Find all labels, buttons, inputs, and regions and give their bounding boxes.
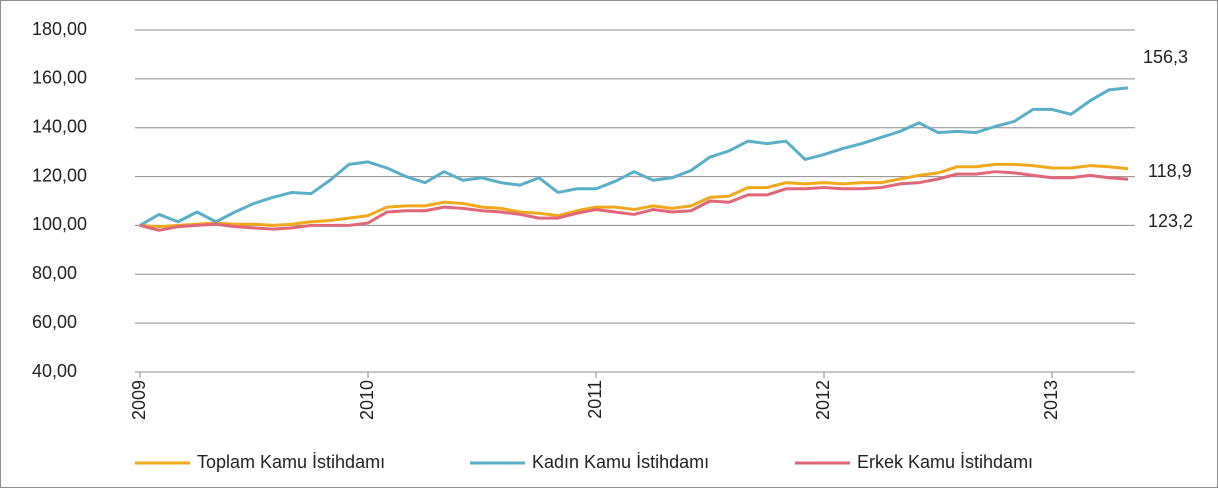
y-tick-label: 120,00 (32, 165, 87, 185)
series-line (139, 170, 1129, 232)
y-tick-label: 100,00 (32, 214, 87, 234)
x-tick-label: 2011 (585, 380, 605, 419)
y-tick-label: 160,00 (32, 68, 87, 88)
y-tick-label: 40,00 (32, 361, 77, 381)
annotation: 156,3 (1143, 47, 1188, 67)
annotation: 118,9 (1148, 161, 1192, 181)
x-tick-label: 2010 (357, 380, 377, 420)
legend-label: Kadın Kamu İstihdamı (532, 452, 709, 472)
series-line (139, 162, 1129, 229)
series-line (139, 86, 1129, 227)
legend-label: Erkek Kamu İstihdamı (857, 452, 1033, 472)
y-tick-label: 180,00 (32, 19, 87, 39)
x-tick-label: 2012 (813, 380, 833, 420)
x-tick-label: 2013 (1041, 380, 1061, 420)
y-tick-label: 140,00 (32, 116, 87, 136)
x-tick-label: 2009 (129, 380, 149, 420)
legend-label: Toplam Kamu İstihdamı (197, 452, 385, 472)
annotation: 123,2 (1148, 211, 1193, 231)
y-tick-label: 60,00 (32, 312, 77, 332)
y-tick-label: 80,00 (32, 263, 77, 283)
